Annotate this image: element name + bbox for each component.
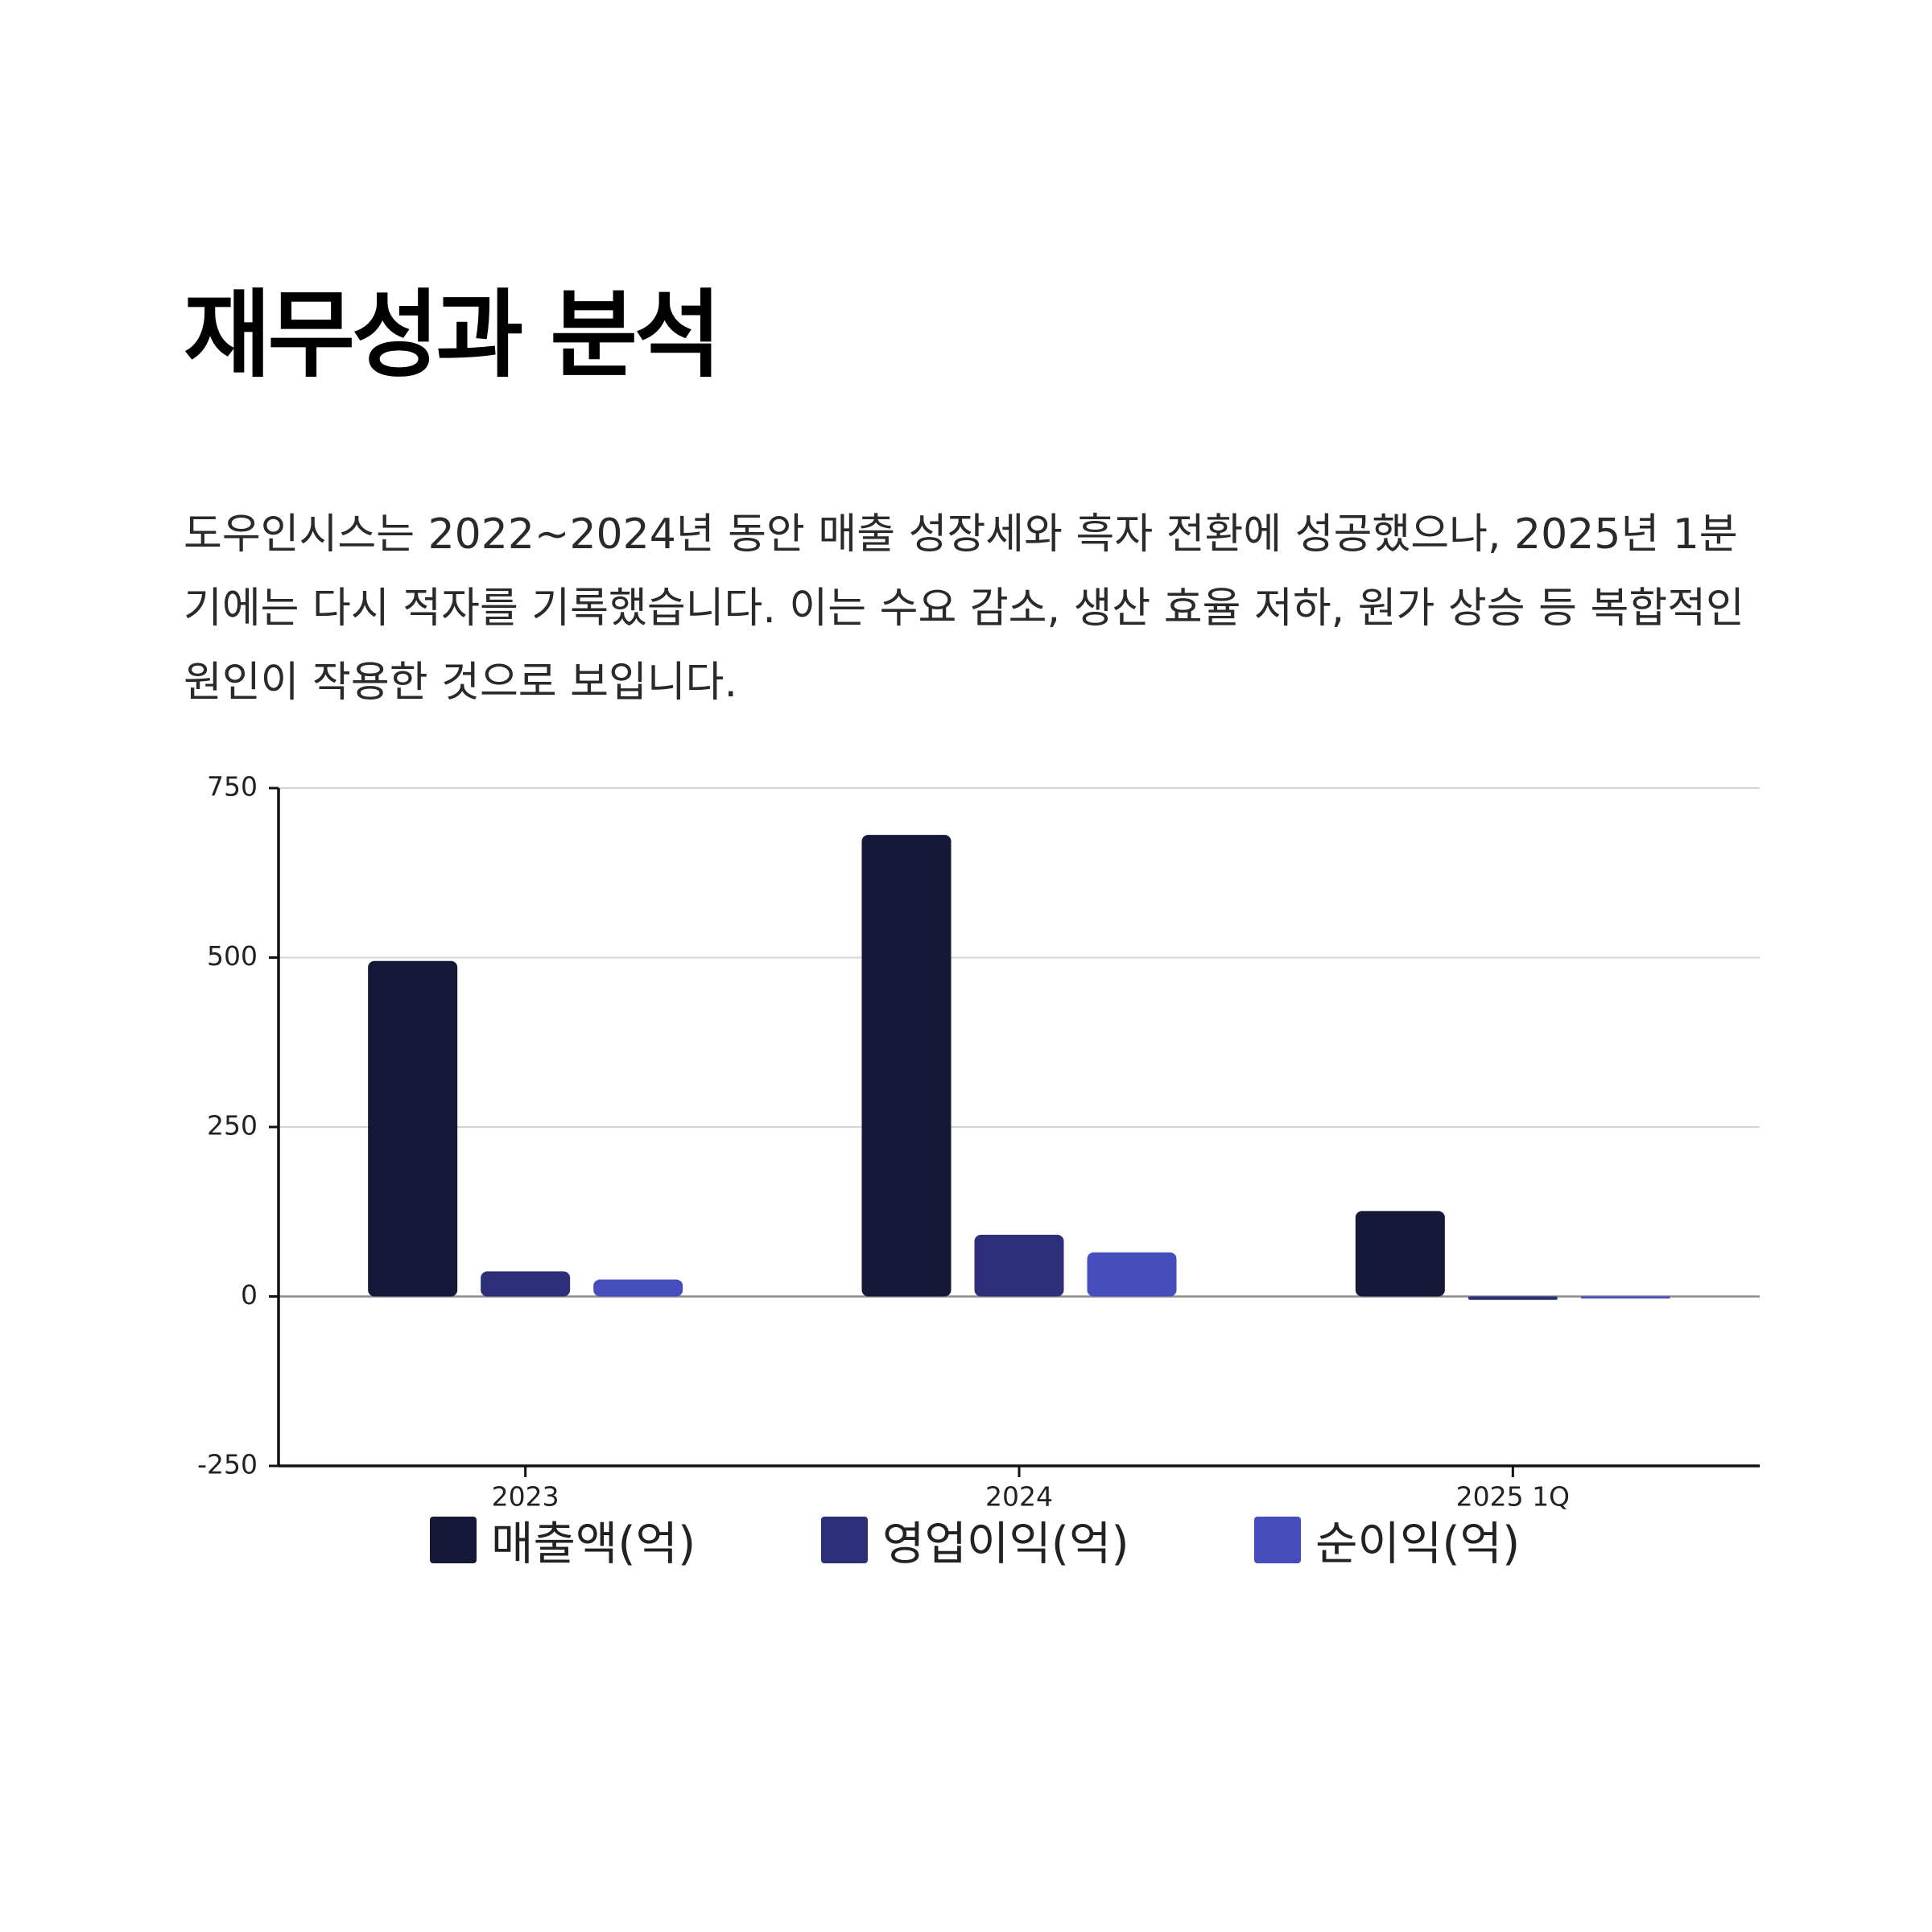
- y-tick-label: 750: [207, 771, 258, 803]
- x-tick-label: 2023: [492, 1481, 559, 1513]
- bar-1-3: [1355, 1211, 1445, 1297]
- bar-3-1: [593, 1279, 683, 1297]
- y-tick-label: -250: [197, 1449, 258, 1480]
- slide-title: 재무성과 분석: [184, 279, 721, 390]
- slide-description: 도우인시스는 2022~2024년 동안 매출 성장세와 흑자 전환에 성공했으…: [184, 510, 1744, 707]
- bar-3-3: [1580, 1296, 1670, 1299]
- x-tick-label: 2025 1Q: [1456, 1481, 1570, 1513]
- y-tick-label: 0: [241, 1279, 258, 1311]
- chart-legend: 매출액(억) 영업이익(억) 순이익(억): [0, 1507, 1932, 1571]
- legend-item: 순이익(억): [1254, 1507, 1520, 1573]
- legend-label: 순이익(억): [1315, 1517, 1521, 1571]
- bar-1-2: [861, 835, 952, 1297]
- bar-2-3: [1468, 1296, 1558, 1300]
- bar-2-2: [974, 1234, 1064, 1297]
- legend-swatch: [1254, 1517, 1301, 1563]
- legend-item: 매출액(억): [430, 1507, 696, 1573]
- bar-2-1: [481, 1271, 571, 1297]
- bar-1-1: [368, 960, 458, 1297]
- legend-swatch: [821, 1517, 868, 1563]
- y-tick-label: 500: [207, 940, 258, 972]
- y-tick-label: 250: [207, 1110, 258, 1141]
- legend-item: 영업이익(억): [821, 1507, 1129, 1573]
- legend-label: 매출액(억): [491, 1517, 696, 1571]
- legend-swatch: [430, 1517, 477, 1563]
- x-tick-label: 2024: [985, 1481, 1053, 1513]
- bar-3-2: [1087, 1252, 1177, 1297]
- legend-label: 영업이익(억): [882, 1517, 1129, 1571]
